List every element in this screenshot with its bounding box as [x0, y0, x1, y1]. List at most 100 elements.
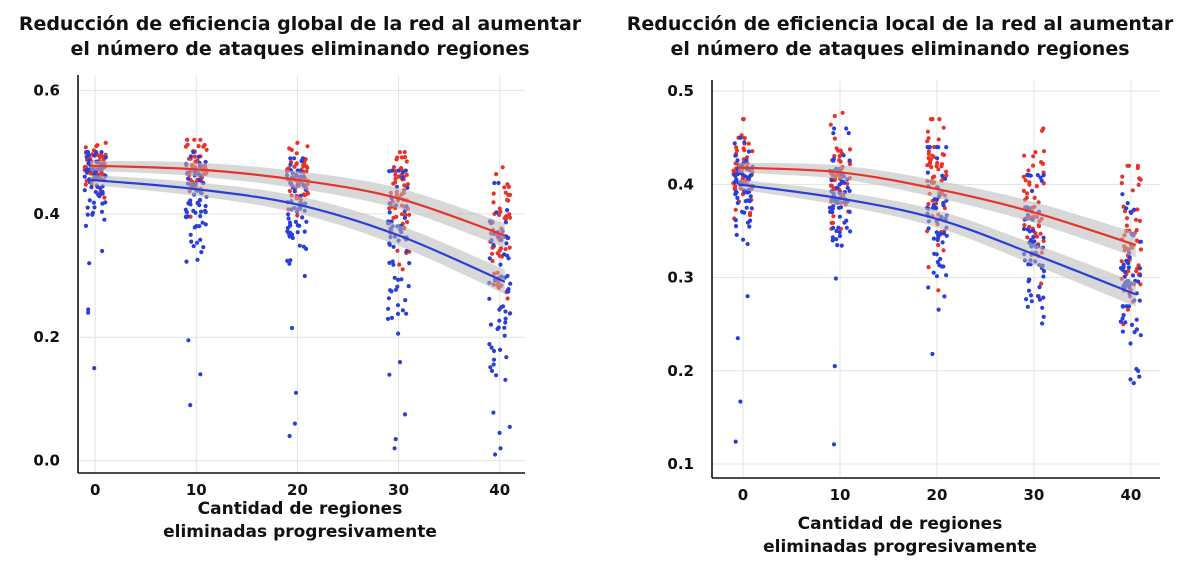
data-point	[1038, 175, 1043, 180]
data-point	[488, 365, 493, 370]
data-point	[288, 156, 293, 161]
data-point	[299, 158, 304, 164]
data-point	[738, 399, 743, 404]
data-point	[198, 372, 203, 377]
data-point	[407, 212, 412, 217]
data-point	[746, 149, 751, 154]
data-point	[1025, 304, 1030, 309]
data-point	[841, 153, 846, 158]
data-point	[191, 244, 196, 249]
data-point	[287, 220, 293, 225]
data-point	[834, 185, 839, 190]
data-point	[85, 212, 90, 217]
data-point	[1024, 297, 1029, 302]
data-point	[288, 223, 293, 228]
trend-line	[90, 178, 506, 283]
data-point	[491, 410, 496, 415]
data-point	[99, 150, 104, 155]
data-point	[943, 176, 948, 181]
data-point	[86, 310, 91, 315]
data-point	[501, 304, 506, 309]
data-point	[1121, 265, 1126, 270]
y-tick-label: 0.5	[667, 82, 694, 100]
data-point	[1039, 178, 1044, 183]
data-point	[405, 219, 410, 225]
data-point	[394, 157, 399, 162]
data-point	[1041, 149, 1047, 154]
data-point	[935, 237, 940, 243]
data-point	[197, 197, 203, 202]
data-point	[746, 141, 751, 146]
data-point	[930, 117, 935, 122]
data-point	[488, 322, 494, 327]
data-point	[192, 137, 197, 142]
data-point	[1022, 153, 1027, 158]
data-point	[505, 288, 510, 293]
data-point	[831, 214, 836, 219]
data-point	[386, 296, 391, 301]
data-point	[292, 421, 297, 426]
x-tick-label: 0	[90, 481, 100, 499]
data-point	[84, 150, 89, 155]
data-point	[397, 150, 402, 155]
data-point	[836, 225, 841, 230]
data-point	[400, 170, 405, 175]
data-point	[926, 136, 931, 141]
data-point	[1041, 235, 1046, 240]
data-point	[1034, 184, 1039, 189]
data-point	[835, 243, 840, 248]
data-point	[396, 168, 401, 173]
data-point	[944, 173, 949, 178]
data-point	[1027, 229, 1032, 234]
data-point	[492, 180, 497, 186]
data-point	[186, 176, 191, 181]
x-axis-label-line2: eliminadas progresivamente	[163, 522, 437, 542]
data-point	[846, 131, 851, 136]
x-tick-label: 10	[186, 481, 207, 499]
data-point	[1040, 305, 1045, 310]
data-point	[929, 165, 934, 170]
data-point	[733, 153, 738, 158]
data-point	[490, 251, 495, 256]
x-axis-label-line1: Cantidad de regiones	[797, 514, 1003, 534]
data-point	[1125, 307, 1130, 312]
data-point	[1120, 316, 1125, 321]
data-point	[1131, 381, 1136, 386]
data-point	[837, 182, 842, 187]
x-tick-label: 40	[1120, 486, 1141, 504]
data-point	[1027, 180, 1032, 185]
data-point	[1120, 329, 1125, 334]
data-point	[399, 212, 405, 217]
data-point	[288, 162, 293, 167]
data-point	[1041, 126, 1046, 131]
data-point	[839, 179, 845, 184]
data-point	[293, 390, 299, 395]
data-point	[830, 206, 835, 211]
data-point	[1137, 218, 1142, 223]
data-point	[192, 225, 197, 230]
data-point	[837, 230, 842, 235]
data-point	[1138, 239, 1143, 244]
data-point	[1122, 269, 1128, 274]
data-point	[1039, 281, 1044, 286]
data-point	[1125, 201, 1130, 206]
data-point	[1028, 173, 1033, 178]
data-point	[196, 154, 201, 159]
data-point	[405, 182, 410, 187]
chart-plot-local: 0 10 20 30 40 0.1 0.2 0.3 0.4 0.5	[667, 80, 1160, 504]
data-point	[926, 226, 931, 231]
data-point	[504, 355, 509, 360]
data-point	[839, 243, 844, 248]
data-point	[193, 210, 198, 215]
data-point	[399, 155, 404, 160]
y-tick-label: 0.4	[33, 205, 60, 223]
data-point	[1037, 285, 1042, 290]
data-point	[184, 215, 189, 220]
data-point	[396, 331, 401, 336]
data-point	[830, 235, 835, 240]
data-point	[403, 298, 408, 303]
data-point	[392, 446, 397, 451]
data-point	[940, 240, 945, 245]
data-point	[97, 154, 103, 160]
data-point	[505, 296, 510, 301]
